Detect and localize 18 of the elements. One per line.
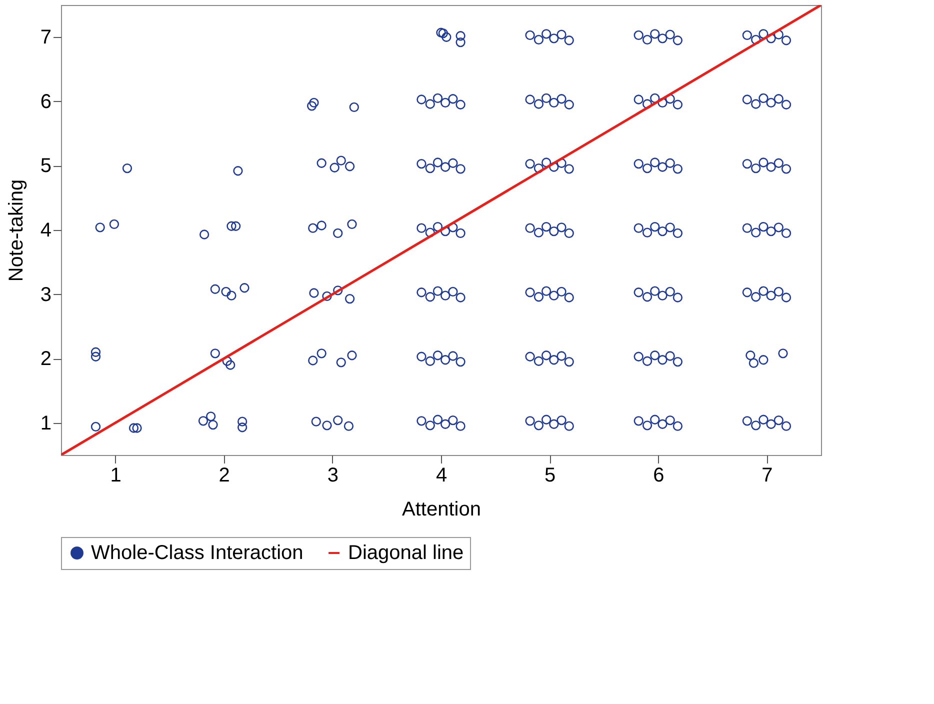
legend-label: Whole-Class Interaction [91,542,304,564]
legend-label: Diagonal line [348,542,464,564]
y-tick-label: 4 [40,220,52,242]
y-tick-label: 5 [40,155,52,178]
y-tick-label: 7 [40,26,52,49]
x-tick-label: 7 [762,464,773,486]
y-tick-label: 2 [40,348,52,370]
x-tick-label: 5 [544,464,556,486]
x-tick-label: 2 [218,464,230,486]
x-tick-label: 1 [110,464,122,486]
y-axis-title: Note-taking [5,179,28,282]
y-tick-label: 3 [40,284,52,306]
x-axis-title: Attention [402,498,481,520]
x-tick-label: 3 [327,464,338,486]
y-tick-label: 1 [40,412,52,434]
y-tick-label: 6 [40,90,52,113]
x-tick-label: 4 [436,464,448,486]
x-tick-label: 6 [653,464,664,486]
